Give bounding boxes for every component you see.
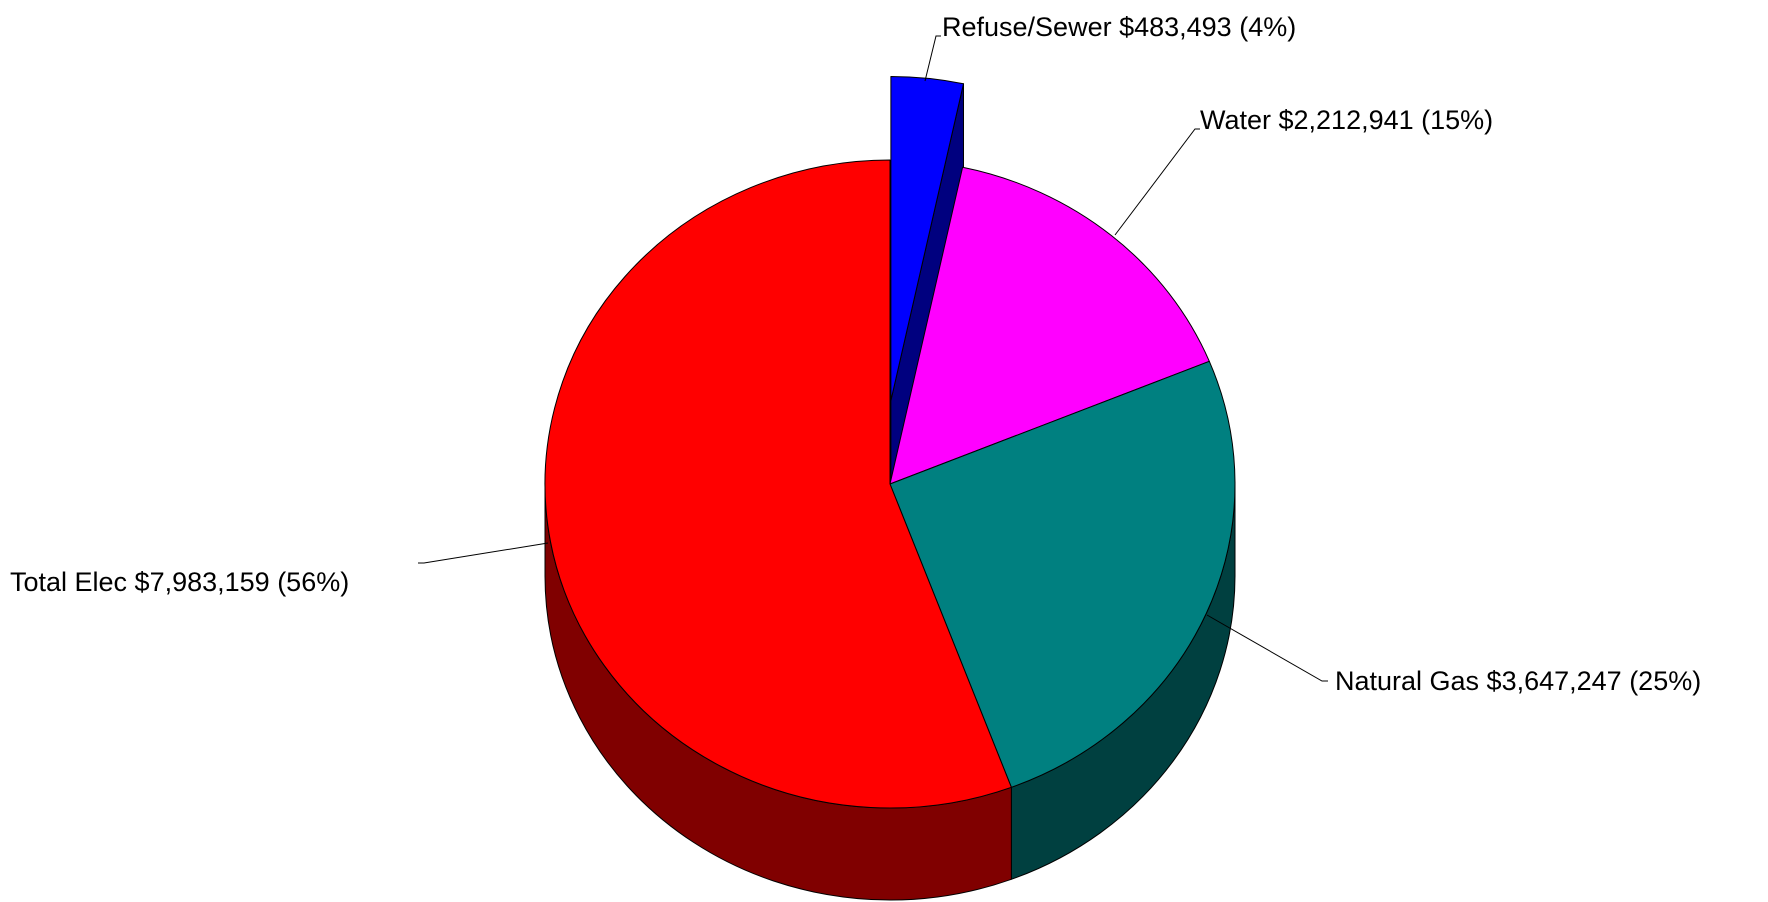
slice-label-total-elec: Total Elec $7,983,159 (56%) [10, 567, 349, 597]
slice-labels: Refuse/Sewer $483,493 (4%) Water $2,212,9… [10, 12, 1701, 696]
slice-label-natural-gas: Natural Gas $3,647,247 (25%) [1335, 666, 1701, 696]
leader-lines [418, 35, 1328, 682]
leader-line-total-elec [418, 542, 549, 564]
slice-water [889, 166, 1210, 485]
slice-label-water: Water $2,212,941 (15%) [1200, 105, 1493, 135]
leader-line-natural-gas [1206, 614, 1328, 682]
slice-natural-gas [889, 360, 1236, 788]
slice-total-elec [544, 159, 1012, 809]
slice-label-refuse-sewer: Refuse/Sewer $483,493 (4%) [942, 12, 1296, 42]
slice-refuse-sewer [890, 75, 964, 401]
leader-line-water [1114, 128, 1200, 236]
pie-tops [544, 75, 1236, 809]
leader-line-refuse-sewer [924, 35, 941, 82]
